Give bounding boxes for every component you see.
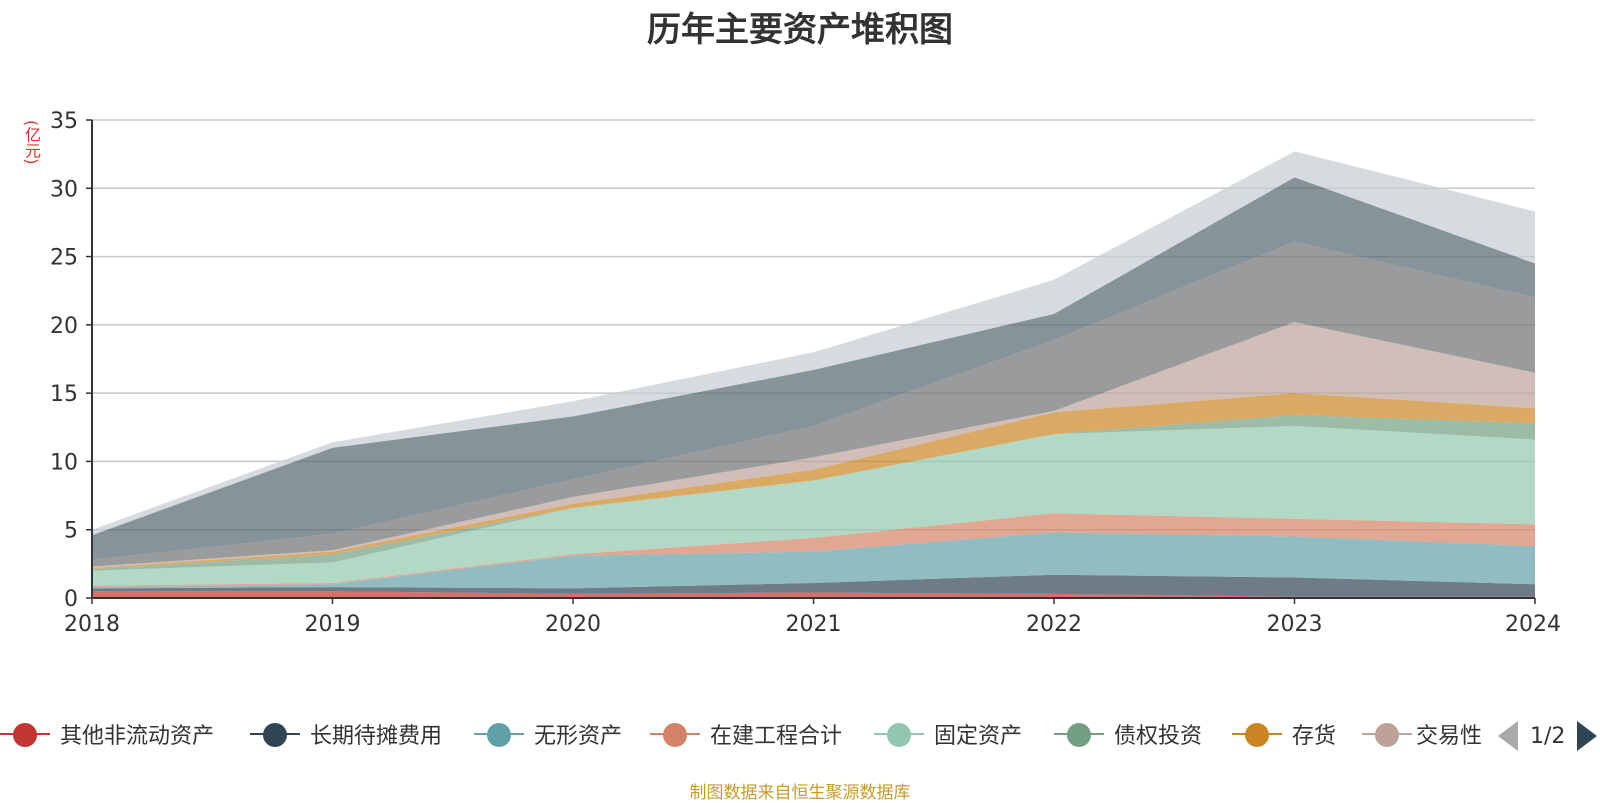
- legend-marker-icon: [650, 714, 700, 754]
- area-series-10[interactable]: [92, 151, 1535, 536]
- x-tick-label: 2018: [64, 612, 120, 637]
- legend-item[interactable]: 固定资产: [874, 714, 1022, 754]
- area-series-8[interactable]: [92, 241, 1535, 567]
- legend-item[interactable]: 无形资产: [474, 714, 622, 754]
- y-tick-label: 0: [64, 587, 78, 612]
- legend-item[interactable]: 长期待摊费用: [250, 714, 442, 754]
- stacked-area-chart: 0 5 10 15 20 25 30 35 2018 2019 2020 2021 2022 2023 20…: [50, 109, 1561, 637]
- legend-pager: 1/2: [1498, 718, 1598, 754]
- legend-marker-icon: [1362, 714, 1412, 754]
- legend-marker-icon: [250, 714, 300, 754]
- legend-item[interactable]: 债权投资: [1054, 714, 1202, 754]
- area-series-1[interactable]: [92, 574, 1535, 597]
- area-series-5[interactable]: [92, 415, 1535, 571]
- legend-item[interactable]: 其他非流动资产: [0, 714, 214, 754]
- legend-page-indicator: 1/2: [1530, 723, 1566, 749]
- y-tick-label: 20: [50, 314, 78, 339]
- source-note: 制图数据来自恒生聚源数据库: [689, 783, 911, 803]
- legend-label: 存货: [1292, 724, 1337, 749]
- legend-item[interactable]: 在建工程合计: [650, 714, 842, 754]
- x-tick-label: 2022: [1026, 612, 1082, 637]
- y-tick-label: 25: [50, 246, 78, 271]
- area-series: [92, 151, 1535, 598]
- legend-item[interactable]: 存货: [1232, 714, 1336, 754]
- x-tick-label: 2019: [305, 612, 361, 637]
- y-tick-label: 5: [64, 519, 78, 544]
- area-series-6[interactable]: [92, 393, 1535, 570]
- legend-marker-icon: [1232, 714, 1282, 754]
- legend-marker-icon: [874, 714, 924, 754]
- area-series-4[interactable]: [92, 425, 1535, 586]
- y-tick-label: 30: [50, 177, 78, 202]
- x-tick-label: 2023: [1267, 612, 1323, 637]
- y-axis-unit-label: (亿元): [22, 120, 41, 165]
- area-series-9[interactable]: [92, 177, 1535, 560]
- legend-marker-icon: [0, 714, 50, 754]
- y-tick-label: 10: [50, 450, 78, 475]
- legend-label: 债权投资: [1114, 724, 1203, 749]
- legend-next-page-icon[interactable]: [1577, 721, 1598, 751]
- legend-label: 无形资产: [534, 724, 623, 749]
- legend: 其他非流动资产 长期待摊费用 无形资产 在建工程合计 固定资产 债权投资 存货 交易性: [0, 714, 1600, 754]
- y-tick-label: 35: [50, 109, 78, 134]
- legend-label: 固定资产: [934, 724, 1023, 749]
- area-series-3[interactable]: [92, 513, 1535, 588]
- area-series-0[interactable]: [92, 591, 1535, 598]
- legend-label: 其他非流动资产: [60, 724, 215, 749]
- legend-marker-icon: [1054, 714, 1104, 754]
- area-series-7[interactable]: [92, 322, 1535, 568]
- legend-marker-icon: [474, 714, 524, 754]
- axes: 0 5 10 15 20 25 30 35 2018 2019 2020 2021 2022 2023 20…: [50, 109, 1561, 637]
- chart-title: 历年主要资产堆积图: [647, 10, 953, 50]
- legend-label: 交易性: [1415, 724, 1482, 749]
- y-tick-label: 15: [50, 382, 78, 407]
- x-tick-label: 2020: [545, 612, 601, 637]
- legend-prev-page-icon[interactable]: [1498, 721, 1518, 751]
- x-tick-label: 2021: [786, 612, 842, 637]
- legend-label: 长期待摊费用: [310, 724, 443, 749]
- legend-item[interactable]: 交易性: [1362, 714, 1482, 754]
- legend-label: 在建工程合计: [710, 724, 843, 749]
- x-tick-label: 2024: [1505, 612, 1561, 637]
- area-series-2[interactable]: [92, 532, 1535, 589]
